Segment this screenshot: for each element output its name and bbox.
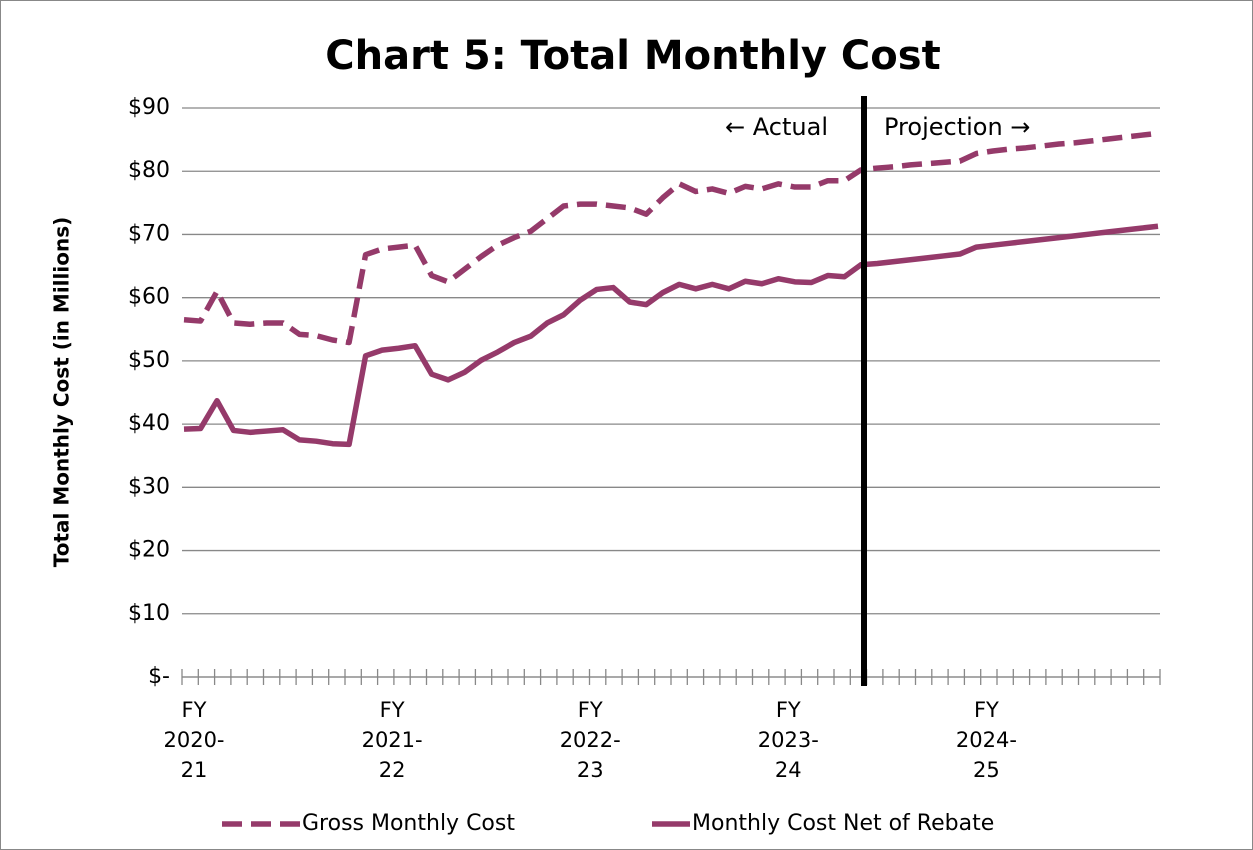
y-axis-label: Total Monthly Cost (in Millions) [50,217,74,568]
annotation: Projection → [884,113,1030,141]
x-tick-label: FY 2020-21 [163,698,225,782]
x-tick-label: FY 2024-25 [955,698,1017,782]
y-tick-label: $80 [128,158,170,183]
y-tick-label: $60 [128,285,170,310]
y-tick-label: $70 [128,221,170,246]
chart-title: Chart 5: Total Monthly Cost [325,33,940,79]
legend-label: Gross Monthly Cost [302,811,515,836]
x-tick-label: FY 2023-24 [757,698,819,782]
y-tick-label: $20 [128,538,170,563]
x-tick-label: FY 2022-23 [559,698,621,782]
y-tick-label: $50 [128,348,170,373]
y-tick-label: $- [148,664,170,689]
x-tick-label: FY 2021-22 [361,698,423,782]
annotation: ← Actual [725,113,828,141]
series-line [183,130,1159,346]
y-tick-label: $10 [128,601,170,626]
legend-label: Monthly Cost Net of Rebate [692,811,994,836]
y-tick-label: $30 [128,474,170,499]
y-tick-label: $40 [128,411,170,436]
y-tick-label: $90 [128,95,170,120]
series-line [183,223,1159,448]
